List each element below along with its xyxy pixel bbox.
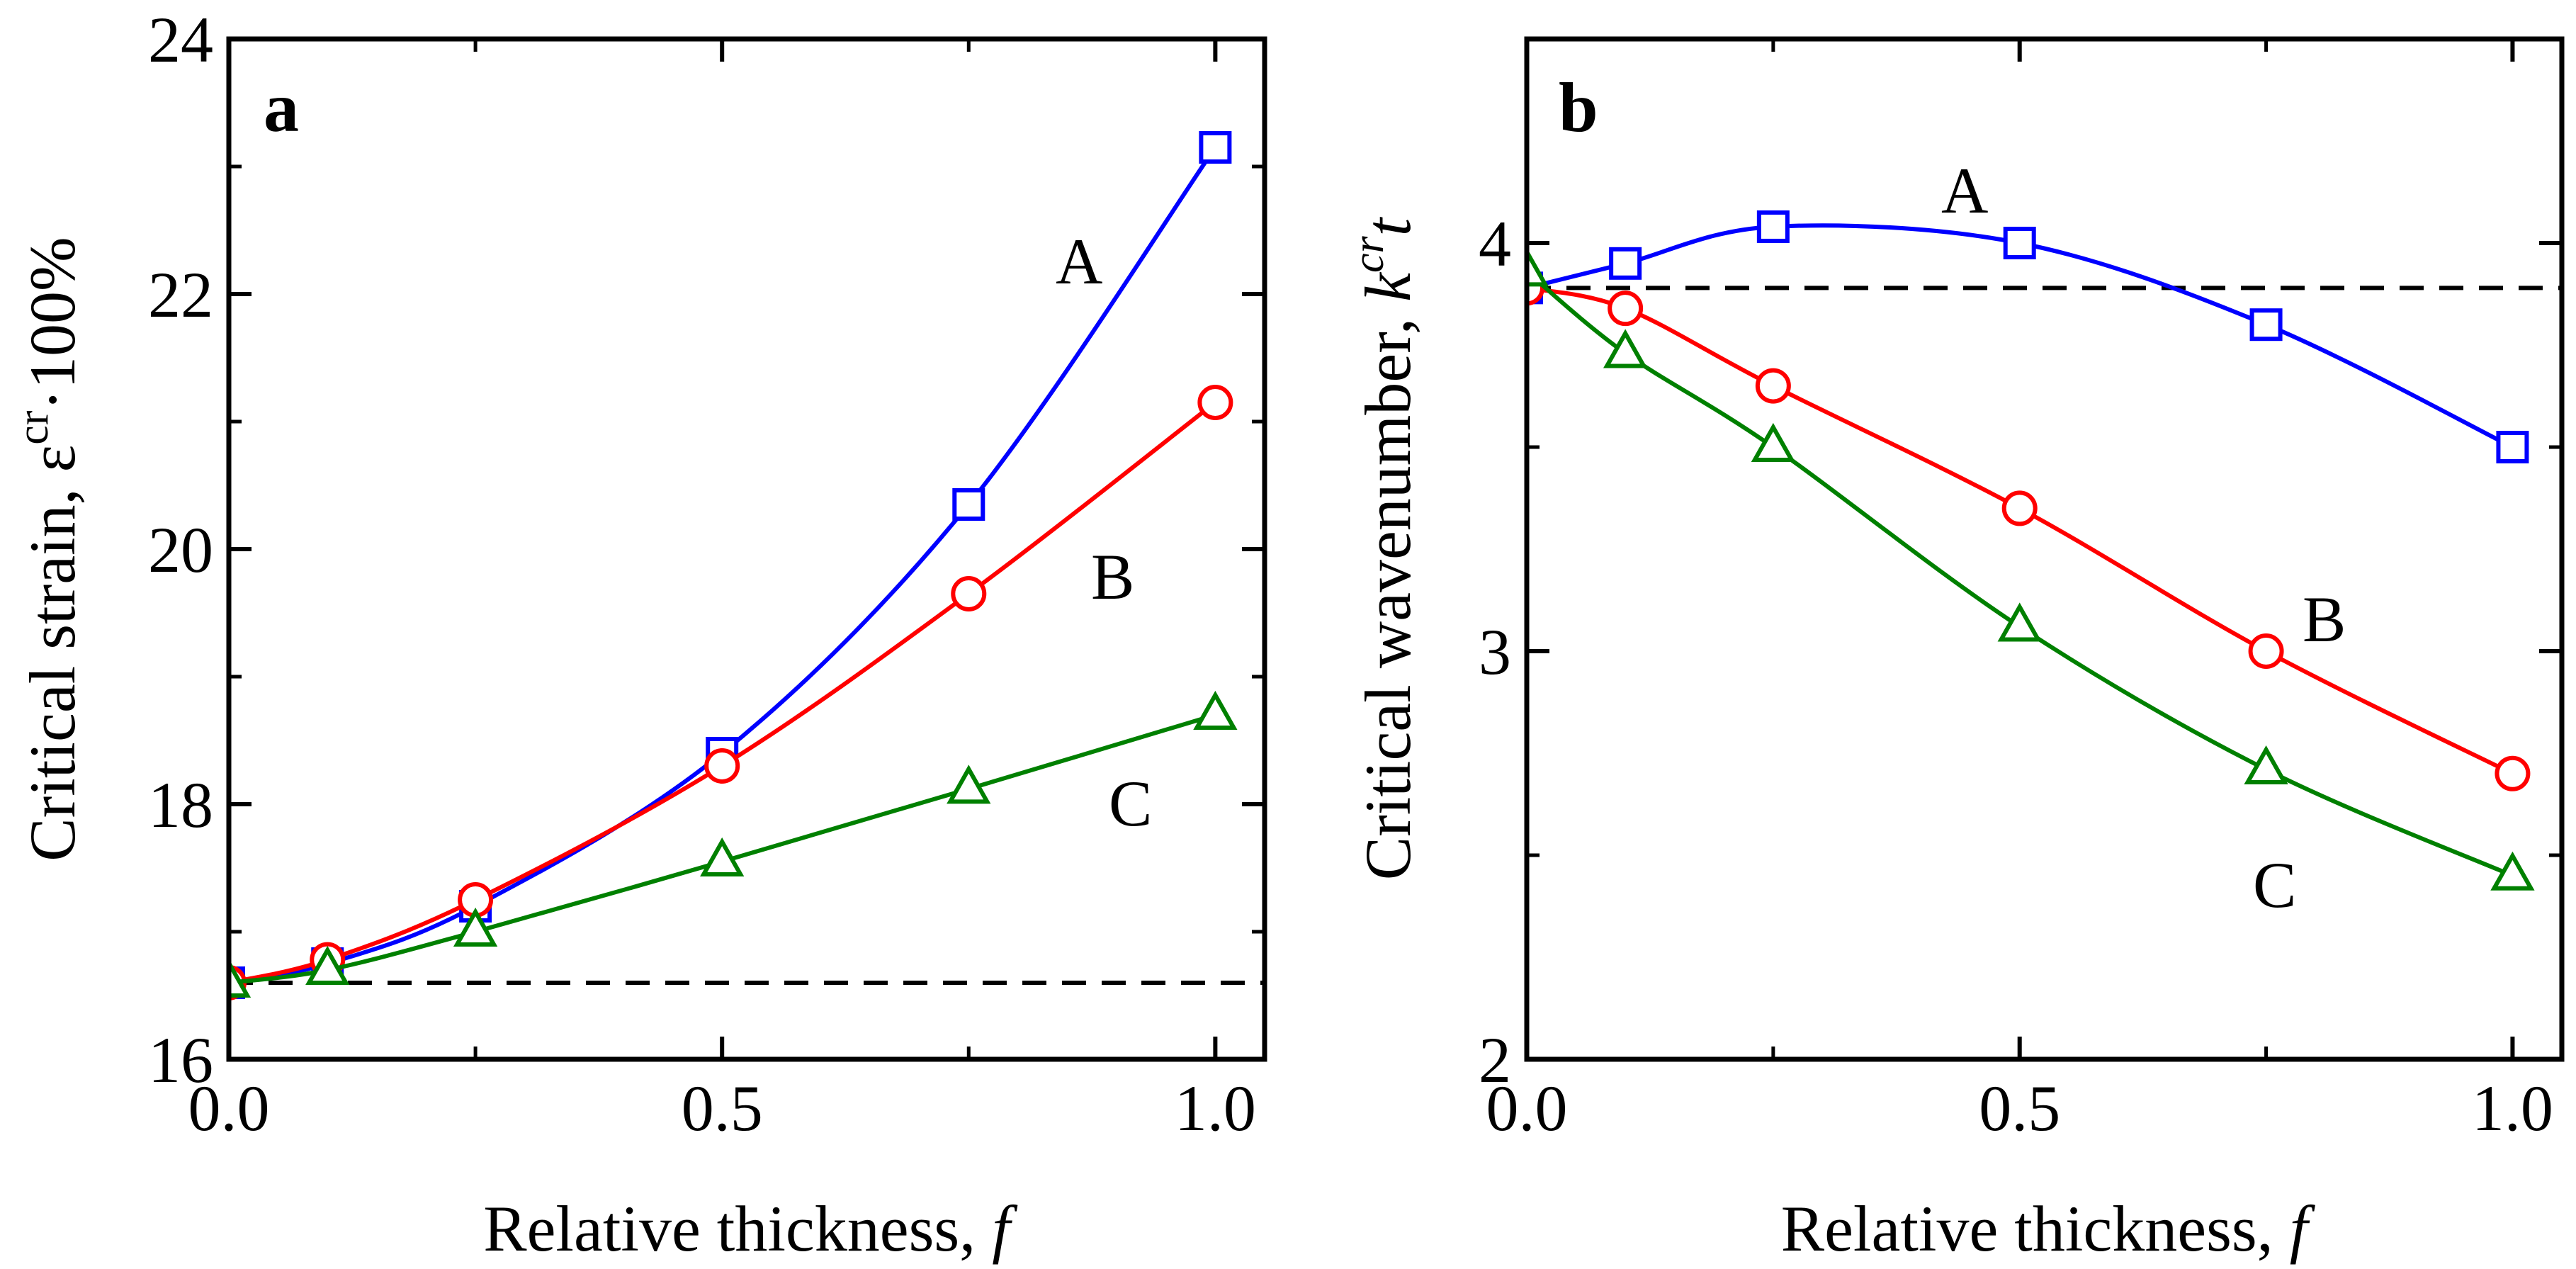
y-axis-title-text: Critical strain, ε (16, 445, 89, 862)
y-tick-label: 20 (148, 514, 213, 586)
panel-letter: b (1559, 68, 1598, 147)
panel-letter: a (264, 68, 299, 147)
data-point-C-1 (305, 945, 350, 985)
y-axis-title: Critical wavenumber, kcrt (1345, 216, 1424, 880)
panel-a: A B C 0.0 0.5 1.0 16 18 20 22 24 a Relative thicknes… (9, 4, 1267, 1265)
data-point-A-2 (1756, 210, 1790, 243)
series-label-B: B (1091, 541, 1134, 613)
x-tick-label: 0.0 (1486, 1072, 1568, 1144)
y-axis-title-var2: t (1352, 216, 1424, 236)
data-point-A-5 (2496, 431, 2529, 463)
data-point-B-1 (1608, 291, 1644, 327)
plot-frame (1524, 36, 2565, 1062)
data-point-A-4 (2249, 308, 2283, 342)
series-line-C (1527, 270, 2514, 878)
series-C (229, 690, 1238, 998)
data-point-A-5 (1199, 131, 1232, 164)
x-axis-title: Relative thickness, f (1781, 1192, 2316, 1265)
x-axis-title-var: f (2290, 1192, 2316, 1265)
x-tick-label: 0.5 (1979, 1072, 2060, 1144)
y-axis-title: Critical strain, εcr·100% (9, 237, 89, 861)
y-axis-title-sup: cr (9, 410, 57, 445)
data-point-C-3 (1997, 602, 2042, 642)
data-point-C-2 (453, 907, 498, 947)
series-C (1527, 247, 2535, 891)
data-point-C-5 (2490, 851, 2535, 891)
series-label-B: B (2303, 583, 2346, 655)
series-label-C: C (2253, 849, 2296, 921)
series-line-B (1527, 286, 2514, 776)
x-axis-title: Relative thickness, f (483, 1192, 1018, 1265)
y-tick-label: 16 (148, 1024, 213, 1096)
data-point-A-3 (2003, 227, 2036, 259)
y-tick-label: 2 (1479, 1024, 1511, 1096)
y-tick-label: 4 (1479, 208, 1511, 280)
data-point-C-2 (1751, 422, 1795, 462)
series-line-B (229, 400, 1217, 985)
y-tick-label: 22 (148, 259, 213, 331)
data-point-C-5 (1193, 690, 1238, 730)
y-axis-title-text: Critical wavenumber, (1352, 302, 1424, 880)
y-tick-label: 24 (148, 4, 213, 76)
series-B (229, 385, 1233, 1000)
data-point-C-1 (1603, 329, 1648, 368)
y-axis-title-var: k (1352, 271, 1424, 302)
x-tick-label: 1.0 (1175, 1072, 1256, 1144)
y-tick-label: 18 (148, 769, 213, 841)
data-point-C-4 (947, 765, 991, 804)
x-axis-title-text: Relative thickness, (483, 1192, 992, 1265)
series-B (1527, 270, 2531, 791)
x-axis-title-text: Relative thickness, (1781, 1192, 2290, 1265)
data-point-C-0 (229, 958, 252, 998)
data-point-C-0 (1527, 247, 1549, 287)
series-label-C: C (1109, 767, 1152, 840)
data-point-A-4 (952, 488, 985, 521)
data-point-C-3 (700, 837, 745, 876)
x-tick-label: 0.0 (188, 1072, 270, 1144)
series-label-A: A (1941, 154, 1988, 227)
y-tick-label: 3 (1479, 616, 1511, 688)
x-tick-label: 0.5 (682, 1072, 763, 1144)
data-point-B-4 (951, 576, 987, 611)
data-point-A-1 (1609, 247, 1642, 280)
y-axis-title-suffix: ·100% (16, 237, 89, 410)
data-point-B-3 (704, 748, 740, 784)
data-point-B-3 (2001, 490, 2038, 526)
data-point-B-4 (2248, 633, 2284, 669)
data-point-B-2 (1755, 368, 1791, 404)
x-tick-label: 1.0 (2472, 1072, 2553, 1144)
data-point-B-5 (1197, 385, 1233, 420)
series-A (1527, 210, 2529, 463)
panel-b: A B C 0.0 0.5 1.0 2 3 4b Relative thickness, f Cri… (1345, 36, 2565, 1265)
data-point-B-5 (2495, 755, 2531, 791)
y-axis-title-sup: cr (1345, 235, 1393, 273)
x-axis-title-var: f (992, 1192, 1018, 1265)
data-point-C-4 (2244, 745, 2288, 785)
series-label-A: A (1056, 225, 1102, 298)
